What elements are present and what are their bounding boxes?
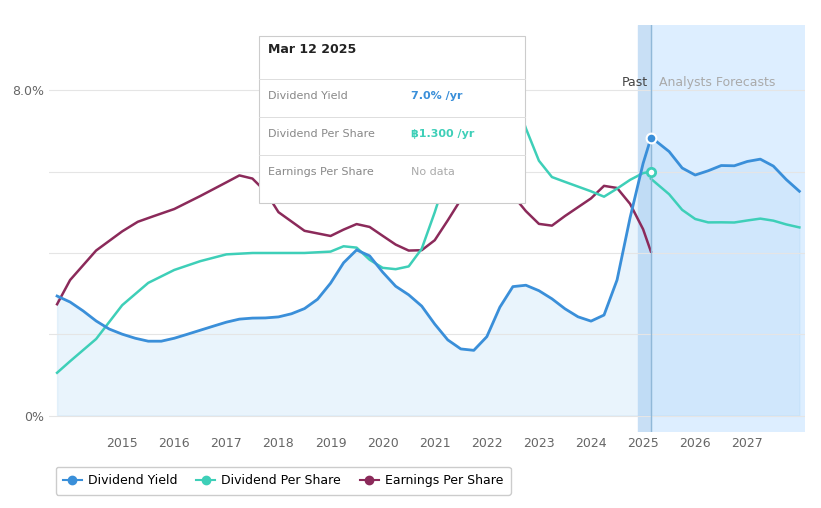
Bar <box>651 25 805 432</box>
Text: Analysts Forecasts: Analysts Forecasts <box>658 76 775 89</box>
Text: No data: No data <box>410 167 454 177</box>
Text: ฿1.300 /yr: ฿1.300 /yr <box>410 129 474 139</box>
Text: Earnings Per Share: Earnings Per Share <box>268 167 374 177</box>
Text: Mar 12 2025: Mar 12 2025 <box>268 43 356 56</box>
Legend: Dividend Yield, Dividend Per Share, Earnings Per Share: Dividend Yield, Dividend Per Share, Earn… <box>56 467 511 495</box>
Text: Past: Past <box>622 76 649 89</box>
Text: Dividend Per Share: Dividend Per Share <box>268 129 375 139</box>
Bar <box>638 25 651 432</box>
Text: 7.0% /yr: 7.0% /yr <box>410 91 462 101</box>
Text: Dividend Yield: Dividend Yield <box>268 91 348 101</box>
